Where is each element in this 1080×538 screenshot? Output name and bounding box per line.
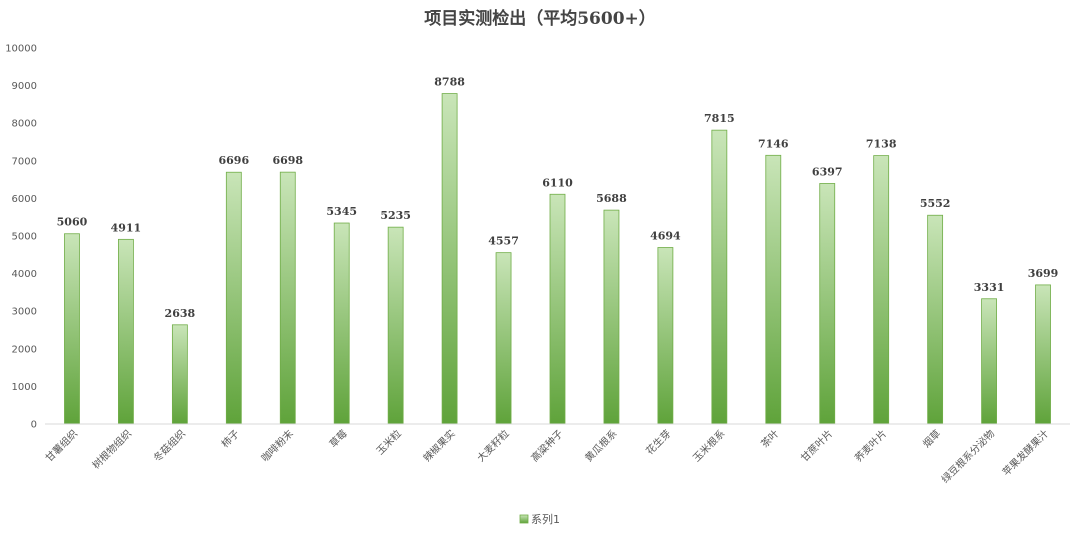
x-tick-label: 苹果发酵果汁 [1000,427,1052,479]
data-label: 4557 [488,235,519,248]
data-label: 4911 [111,221,142,234]
data-label: 5345 [326,205,357,218]
y-tick-label: 10000 [5,44,37,55]
bar[interactable] [765,154,782,425]
x-tick-label: 黄瓜根系 [582,427,619,464]
y-tick-label: 6000 [12,194,37,205]
bar[interactable] [927,214,944,425]
x-tick-label: 玉米根系 [690,427,727,464]
y-tick-label: 5000 [12,232,37,243]
x-tick-label: 荞麦叶片 [852,427,889,464]
y-tick-label: 2000 [12,344,37,355]
bar[interactable] [495,252,512,425]
data-label: 4694 [650,230,681,243]
x-tick-label: 甘蔗叶片 [798,427,835,464]
y-tick-label: 8000 [12,119,37,130]
bar[interactable] [711,129,728,425]
bars-group [64,93,1051,425]
x-tick-label: 花生芽 [643,427,673,457]
bar[interactable] [873,155,890,425]
bar[interactable] [819,183,836,425]
bar[interactable] [1035,284,1051,425]
data-label: 3331 [974,281,1005,294]
bar[interactable] [441,93,458,425]
x-axis: 甘薯组织 树根物组织 冬菇组织 柿子 咖啡粉末 草莓 玉米粒 辣椒果实 大麦籽粒 高粱种子 黄瓜根系… [43,423,1070,486]
data-label: 7815 [704,112,735,125]
y-tick-label: 0 [31,420,37,431]
bar[interactable] [118,238,134,425]
data-label: 3699 [1028,267,1059,280]
y-tick-label: 9000 [12,81,37,92]
y-tick-label: 1000 [12,382,37,393]
bar[interactable] [171,324,188,425]
y-axis: 0 1000 2000 3000 4000 5000 6000 7000 8000 9000 100… [5,44,37,431]
data-label: 5688 [596,192,627,205]
x-tick-label: 柿子 [219,427,242,450]
y-tick-label: 3000 [12,307,37,318]
data-label: 6110 [542,176,573,189]
x-tick-label: 草莓 [327,428,350,451]
data-label: 5060 [57,216,88,229]
bar[interactable] [225,171,242,425]
x-tick-label: 烟草 [920,427,943,450]
y-tick-label: 4000 [12,269,37,280]
data-label: 7138 [866,138,897,151]
legend-swatch [519,514,529,524]
data-label: 5235 [380,209,411,222]
x-tick-label: 甘薯组织 [43,427,80,464]
data-label: 7146 [758,137,789,150]
x-tick-label: 茶叶 [758,427,781,450]
data-labels-group: 5060 4911 2638 6696 6698 5345 5235 8788 4557 6110… [57,76,1059,320]
data-label: 6698 [272,154,303,167]
y-tick-label: 7000 [12,156,37,167]
bar[interactable] [64,233,80,425]
data-label: 6397 [812,165,843,178]
legend-label: 系列1 [531,512,560,526]
bar[interactable] [333,222,350,425]
legend[interactable]: 系列1 [519,512,560,526]
x-tick-label: 辣椒果实 [420,427,457,464]
x-tick-label: 大麦籽粒 [474,427,511,464]
bar[interactable] [549,193,566,425]
bar[interactable] [657,247,674,425]
x-tick-label: 咖啡粉末 [258,427,295,464]
data-label: 8788 [434,76,465,89]
chart-title: 项目实测检出（平均5600+） [424,8,656,29]
x-tick-label: 冬菇组织 [151,427,188,464]
bar[interactable] [279,171,296,425]
bar[interactable] [387,226,404,425]
x-tick-label: 绿豆根系分泌物 [939,427,998,486]
x-tick-label: 玉米粒 [373,427,403,457]
data-label: 6696 [219,154,250,167]
bar[interactable] [981,298,997,425]
data-label: 5552 [920,197,951,210]
bar[interactable] [603,209,620,425]
x-tick-label: 树根物组织 [89,427,134,472]
x-tick-label: 高粱种子 [528,427,565,464]
data-label: 2638 [165,307,196,320]
